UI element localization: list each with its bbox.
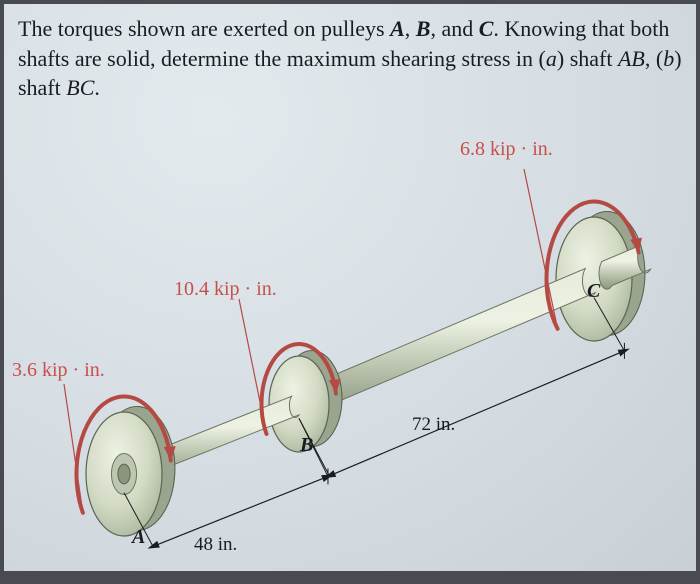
pt-3: B (416, 16, 431, 41)
pulley-label-B: B (300, 434, 313, 457)
torque-label-B: 10.4 kip · in. (174, 278, 277, 301)
dim-label-BC: 72 in. (412, 414, 455, 436)
pt-13: BC (66, 75, 94, 100)
pt-5: C (479, 16, 494, 41)
pt-8: ) shaft (557, 46, 618, 71)
pt-10: , ( (645, 46, 663, 71)
pt-11: b (663, 46, 674, 71)
pt-14: . (94, 75, 100, 100)
dim-label-AB: 48 in. (194, 534, 237, 556)
pt-2: , (405, 16, 416, 41)
pt-7: a (546, 46, 557, 71)
pt-0: The torques shown are exerted on pulleys (18, 16, 390, 41)
figure-svg (4, 114, 700, 579)
torque-label-C: 6.8 kip · in. (460, 138, 553, 161)
pt-9: AB (618, 46, 645, 71)
pt-4: , and (430, 16, 478, 41)
pulley-label-A: A (132, 526, 145, 549)
pt-1: A (390, 16, 405, 41)
figure: 3.6 kip · in. 10.4 kip · in. 6.8 kip · i… (4, 114, 696, 571)
pulley-label-C: C (587, 280, 600, 303)
problem-statement: The torques shown are exerted on pulleys… (4, 4, 696, 107)
torque-label-A: 3.6 kip · in. (12, 359, 105, 382)
